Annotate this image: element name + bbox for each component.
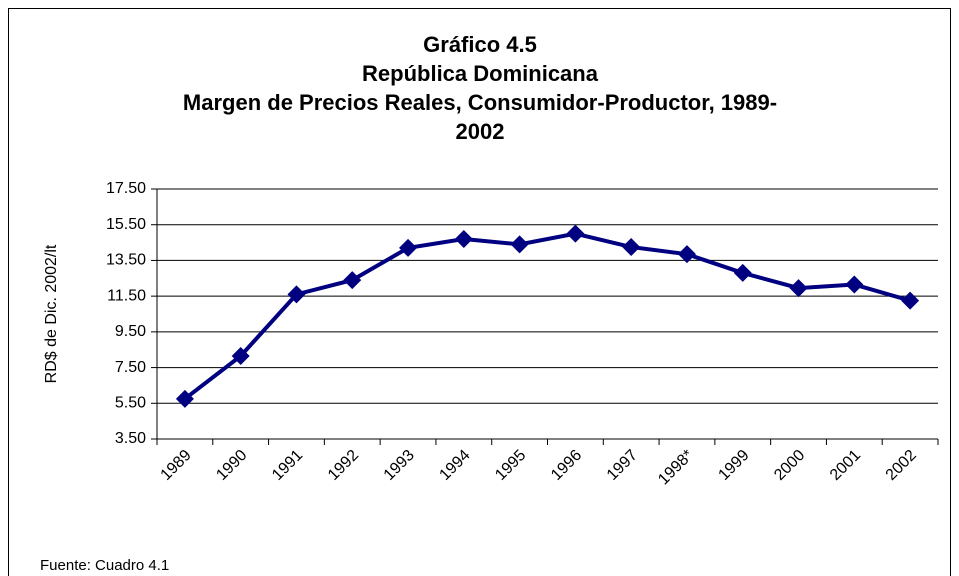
x-tick-label: 1996	[548, 447, 585, 484]
x-tick-label: 2002	[883, 447, 920, 484]
chart-title: Margen de Precios Reales, Consumidor-Pro…	[183, 90, 777, 115]
x-tick-label: 1989	[158, 447, 195, 484]
chart-title: Gráfico 4.5	[423, 32, 537, 57]
y-tick-label: 11.50	[107, 287, 146, 304]
y-tick-label: 7.50	[115, 359, 146, 376]
data-point	[343, 271, 362, 290]
y-tick-label: 5.50	[115, 395, 146, 412]
y-tick-label: 3.50	[115, 430, 146, 447]
chart-title: República Dominicana	[362, 61, 599, 86]
y-tick-label: 17.50	[106, 180, 146, 197]
data-point	[845, 275, 864, 294]
y-tick-label: 13.50	[106, 252, 146, 269]
y-tick-label: 9.50	[115, 323, 146, 340]
data-point	[454, 230, 473, 248]
data-point	[622, 238, 641, 257]
data-point	[677, 245, 696, 264]
data-point	[399, 238, 418, 257]
x-tick-label: 1994	[436, 447, 473, 484]
data-point	[733, 263, 752, 282]
data-point	[231, 346, 250, 365]
chart-border	[8, 8, 951, 576]
x-tick-label: 1991	[269, 447, 306, 484]
data-point	[566, 224, 585, 243]
data-line	[183, 231, 911, 401]
x-tick-label: 1999	[715, 447, 752, 484]
data-point	[287, 285, 306, 304]
data-point	[901, 291, 920, 310]
source-note: Fuente: Cuadro 4.1	[40, 557, 169, 574]
data-point	[789, 279, 808, 298]
chart-title: 2002	[456, 119, 505, 144]
data-point	[510, 235, 529, 254]
x-tick-label: 2001	[827, 447, 864, 484]
x-tick-label: 1998*	[655, 447, 697, 489]
x-tick-label: 1993	[381, 447, 418, 484]
y-axis-label: RD$ de Dic. 2002/lt	[43, 244, 60, 383]
x-tick-label: 2000	[771, 447, 808, 484]
x-tick-label: 1990	[213, 447, 250, 484]
y-tick-label: 15.50	[106, 216, 146, 233]
x-tick-label: 1992	[325, 447, 362, 484]
data-point	[175, 389, 194, 408]
x-tick-label: 1995	[492, 447, 529, 484]
x-tick-label: 1997	[604, 447, 641, 484]
